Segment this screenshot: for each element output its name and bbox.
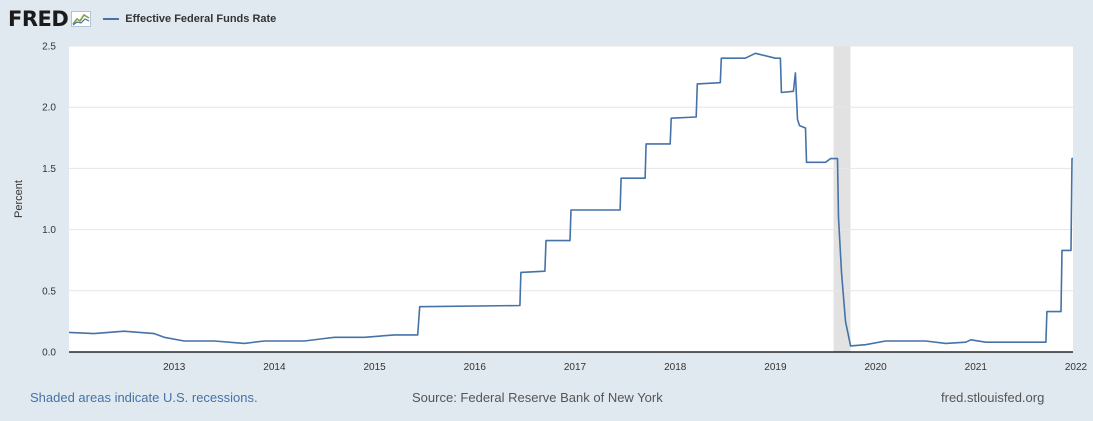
- x-tick-label: 2020: [864, 362, 887, 373]
- recession-band: [833, 46, 851, 352]
- x-tick-label: 2022: [1065, 362, 1088, 373]
- chart-line-icon: [71, 11, 92, 27]
- y-axis-label: Percent: [13, 180, 25, 218]
- y-tick-label: 0.5: [42, 286, 56, 297]
- legend: Effective Federal Funds Rate: [103, 13, 276, 25]
- x-tick-label: 2013: [163, 362, 186, 373]
- x-tick-label: 2014: [263, 362, 286, 373]
- y-tick-label: 1.0: [42, 225, 56, 236]
- source-note: Source: Federal Reserve Bank of New York: [412, 390, 663, 405]
- x-tick-label: 2015: [363, 362, 386, 373]
- x-tick-label: 2018: [664, 362, 687, 373]
- legend-swatch: [103, 18, 120, 20]
- legend-label: Effective Federal Funds Rate: [125, 13, 277, 25]
- x-tick-label: 2019: [764, 362, 787, 373]
- y-tick-label: 0.0: [42, 348, 56, 359]
- header: FRED Effective Federal Funds Rate: [8, 4, 276, 34]
- x-tick-label: 2016: [464, 362, 487, 373]
- fred-logo-text: FRED: [8, 7, 69, 31]
- y-tick-label: 1.5: [42, 164, 56, 175]
- fred-logo[interactable]: FRED: [8, 7, 92, 31]
- x-tick-label: 2021: [965, 362, 988, 373]
- series-line: [68, 52, 1073, 347]
- x-tick-label: 2017: [564, 362, 587, 373]
- recession-note: Shaded areas indicate U.S. recessions.: [30, 390, 258, 405]
- y-tick-label: 2.5: [42, 42, 56, 53]
- site-link[interactable]: fred.stlouisfed.org: [941, 390, 1045, 405]
- y-tick-label: 2.0: [42, 103, 56, 114]
- plot-area: [69, 46, 1073, 352]
